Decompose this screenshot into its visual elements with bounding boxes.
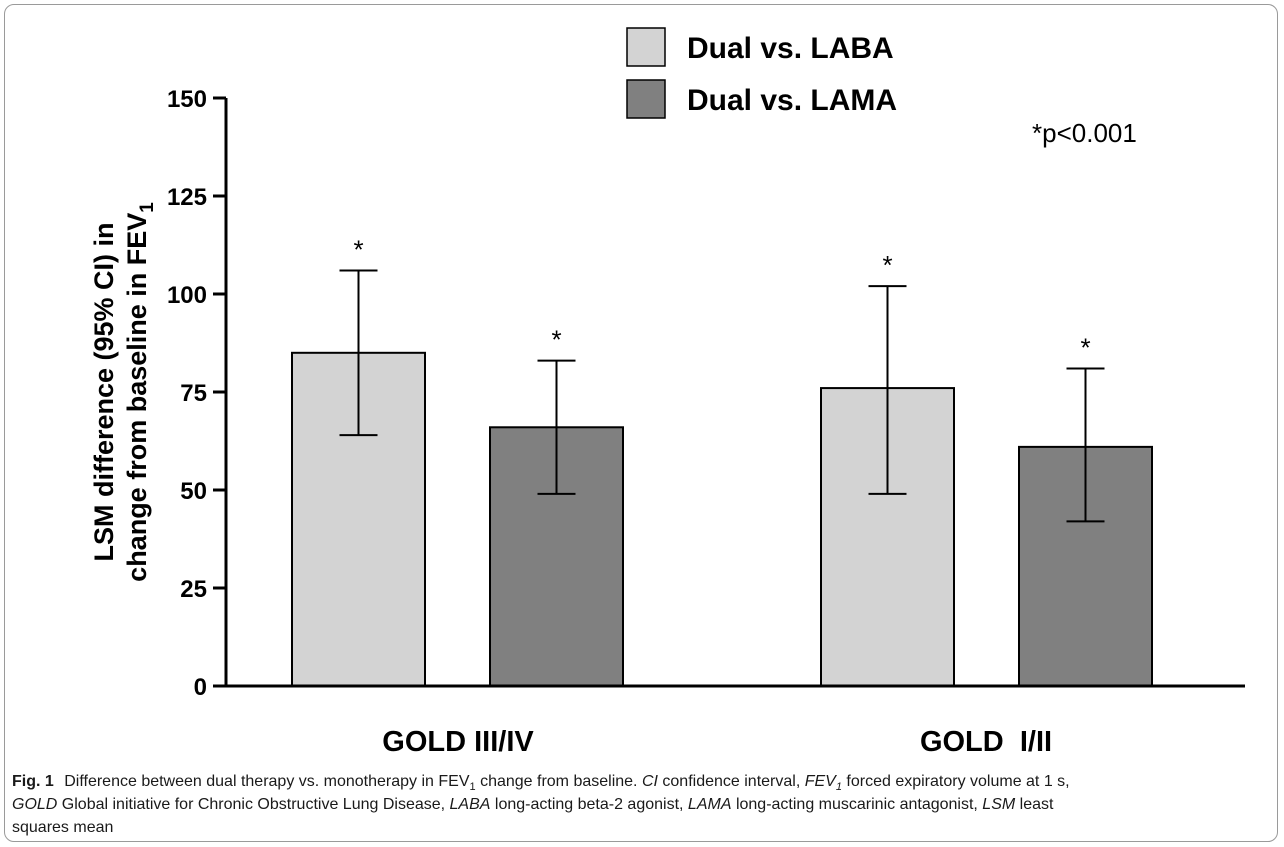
legend-label-laba: Dual vs. LABA xyxy=(687,32,894,65)
abbrev-laba-definition: long-acting beta-2 agonist, xyxy=(490,796,688,813)
abbrev-laba: LABA xyxy=(449,796,491,813)
significance-layer: * * * * xyxy=(353,234,1090,362)
y-tick-label: 50 xyxy=(180,478,207,505)
y-axis-title-line2: change from baseline in FEV1 xyxy=(122,202,158,582)
errorbar-layer xyxy=(339,269,1105,523)
x-category-label: GOLD I/II xyxy=(920,726,1052,758)
y-tick-label: 125 xyxy=(167,184,207,211)
y-tick-label: 0 xyxy=(194,674,207,701)
legend-swatch-laba xyxy=(626,27,666,67)
legend-label-lama: Dual vs. LAMA xyxy=(687,84,897,117)
figure-frame xyxy=(4,4,1278,842)
figure-caption: Fig. 1 Difference between dual therapy v… xyxy=(12,770,1274,839)
caption-text: change from baseline. xyxy=(475,773,642,790)
abbrev-fev: FEV1 xyxy=(804,773,842,794)
bars-layer xyxy=(291,351,1153,687)
significance-marker: * xyxy=(1080,332,1090,362)
significance-marker: * xyxy=(882,250,892,280)
y-axis-title-line1: LSM difference (95% CI) in xyxy=(89,222,119,561)
abbrev-gold: GOLD xyxy=(12,796,58,813)
figure-label: Fig. 1 xyxy=(12,773,54,790)
abbrev-lama: LAMA xyxy=(687,796,732,813)
abbrev-lsm: LSM xyxy=(982,796,1016,813)
x-category-labels: GOLD III/IV GOLD I/II xyxy=(382,726,1052,758)
abbrev-ci: CI xyxy=(641,773,658,790)
significance-marker: * xyxy=(551,325,561,355)
y-tick-label: 25 xyxy=(180,576,207,603)
abbrev-ci-definition: confidence interval, xyxy=(657,773,805,790)
abbrev-gold-definition: Global initiative for Chronic Obstructiv… xyxy=(57,796,450,813)
x-category-label: GOLD III/IV xyxy=(382,726,534,758)
y-tick-label: 75 xyxy=(180,380,207,407)
significance-marker: * xyxy=(353,234,363,264)
legend-swatch-lama xyxy=(626,79,666,119)
abbrev-lsm-definition: least xyxy=(1015,796,1054,813)
bar-chart: 0 25 50 75 100 125 150 * * * * GOLD III/IV GOLD I/… xyxy=(89,27,1245,758)
ytick-layer: 0 25 50 75 100 125 150 xyxy=(167,86,226,701)
caption-text: Difference between dual therapy vs. mono… xyxy=(64,773,470,790)
abbrev-lsm-definition-cont: squares mean xyxy=(12,819,114,836)
caption-subscript: 1 xyxy=(469,781,476,794)
y-tick-label: 150 xyxy=(167,86,207,113)
legend: Dual vs. LABA Dual vs. LAMA xyxy=(626,27,897,119)
abbrev-lama-definition: long-acting muscarinic antagonist, xyxy=(731,796,983,813)
y-tick-label: 100 xyxy=(167,282,207,309)
p-value-annotation: *p<0.001 xyxy=(1032,118,1137,148)
abbrev-fev-definition: forced expiratory volume at 1 s, xyxy=(841,773,1070,790)
